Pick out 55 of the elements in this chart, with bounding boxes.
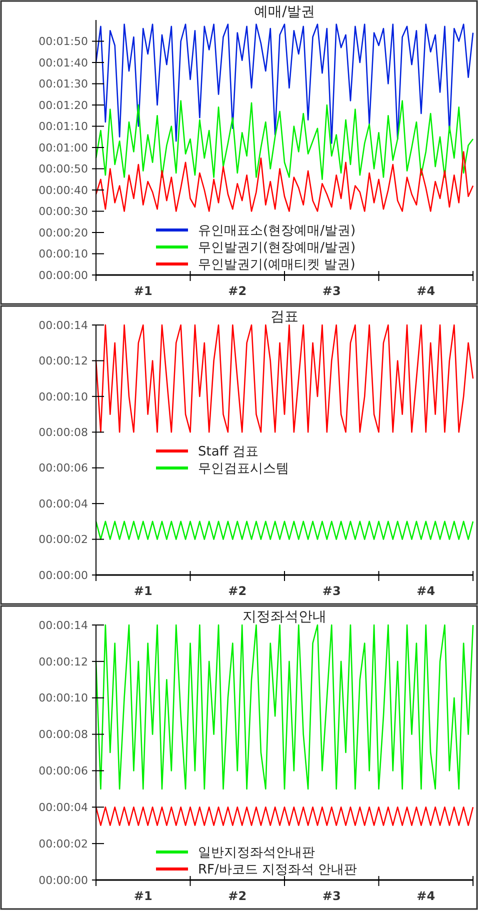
chart-title: 지정좌석안내	[242, 609, 326, 625]
x-tick-label: #2	[228, 284, 247, 298]
y-tick-label: 00:00:06	[38, 462, 88, 475]
y-tick-label: 00:00:00	[38, 268, 88, 282]
y-tick-label: 00:00:50	[38, 162, 88, 176]
x-tick-label: #2	[228, 889, 247, 903]
x-tick-label: #3	[322, 889, 341, 903]
chart-title: 예매/발권	[254, 4, 315, 20]
y-tick-label: 00:00:14	[38, 618, 88, 632]
x-tick-label: #1	[134, 284, 152, 298]
y-tick-label: 00:00:08	[38, 728, 88, 742]
y-tick-label: 00:01:00	[38, 141, 88, 154]
y-tick-label: 00:00:00	[38, 568, 88, 582]
chart-title: 검표	[270, 309, 298, 325]
line-series	[95, 24, 474, 144]
legend-label: 무인발권기(현장예매/발권)	[198, 240, 356, 256]
y-tick-label: 00:01:50	[38, 35, 88, 48]
y-tick-label: 00:01:10	[38, 120, 88, 134]
x-tick-label: #4	[416, 584, 436, 598]
legend-label: Staff 검표	[198, 444, 258, 460]
y-tick-label: 00:00:20	[38, 226, 88, 240]
y-tick-label: 00:00:04	[38, 497, 88, 510]
y-tick-label: 00:00:08	[38, 426, 88, 439]
y-tick-label: 00:00:10	[38, 692, 88, 705]
legend-label: RF/바코드 지정좌석 안내판	[198, 862, 358, 878]
y-tick-label: 00:01:20	[38, 98, 88, 112]
legend-label: 무인검표시스템	[198, 462, 289, 477]
y-tick-label: 00:00:02	[38, 837, 88, 850]
y-tick-label: 00:00:00	[38, 874, 88, 887]
y-tick-label: 00:00:14	[38, 318, 88, 332]
line-series	[95, 324, 474, 433]
y-tick-label: 00:00:04	[38, 800, 88, 814]
legend-label: 유인매표소(현장예매/발권)	[198, 224, 356, 239]
x-tick-label: #2	[228, 584, 247, 598]
legend-label: 일반지정좌석안내판	[198, 846, 315, 861]
x-tick-label: #3	[322, 284, 341, 298]
line-series	[95, 624, 474, 790]
y-tick-label: 00:00:06	[38, 764, 88, 778]
y-tick-label: 00:01:40	[38, 56, 88, 70]
x-tick-label: #4	[416, 889, 436, 903]
x-tick-label: #4	[416, 284, 436, 298]
x-tick-label: #3	[322, 584, 341, 598]
y-tick-label: 00:00:12	[38, 354, 88, 368]
y-tick-label: 00:00:02	[38, 533, 88, 546]
y-tick-label: 00:00:30	[38, 205, 88, 218]
x-tick-label: #1	[134, 889, 152, 903]
y-tick-label: 00:00:12	[38, 655, 88, 668]
line-series	[95, 100, 474, 180]
y-tick-label: 00:01:30	[38, 78, 88, 91]
y-tick-label: 00:00:40	[38, 184, 88, 197]
line-series	[95, 151, 474, 212]
y-tick-label: 00:00:10	[38, 248, 88, 261]
legend-label: 무인발권기(예매티켓 발권)	[198, 258, 356, 273]
x-tick-label: #1	[134, 584, 152, 598]
y-tick-label: 00:00:10	[38, 390, 88, 404]
